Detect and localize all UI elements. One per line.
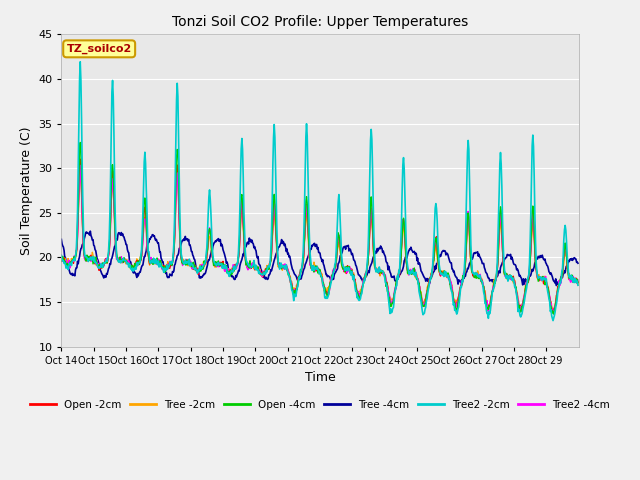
Tree -2cm xyxy=(403,258,410,264)
Tree -4cm xyxy=(373,246,381,252)
Open -4cm xyxy=(403,259,410,265)
Open -2cm xyxy=(574,279,582,285)
Tree -4cm xyxy=(214,237,221,242)
Tree2 -2cm xyxy=(239,173,247,179)
X-axis label: Time: Time xyxy=(305,371,335,384)
Tree2 -4cm xyxy=(76,163,84,168)
Open -4cm xyxy=(373,269,381,275)
Tree -4cm xyxy=(552,283,560,288)
Open -4cm xyxy=(574,280,582,286)
Tree2 -2cm xyxy=(58,252,65,258)
Tree -4cm xyxy=(58,237,65,242)
Tree2 -4cm xyxy=(58,253,65,259)
Tree -2cm xyxy=(259,270,267,276)
Tree2 -4cm xyxy=(373,268,381,274)
Tree -4cm xyxy=(86,228,94,234)
Tree2 -4cm xyxy=(239,218,247,224)
Tree2 -2cm xyxy=(76,59,84,65)
Line: Tree -2cm: Tree -2cm xyxy=(61,167,578,312)
Open -2cm xyxy=(76,156,84,162)
Open -2cm xyxy=(119,256,127,262)
Tree2 -2cm xyxy=(373,267,381,273)
Y-axis label: Soil Temperature (C): Soil Temperature (C) xyxy=(20,126,33,255)
Open -4cm xyxy=(214,263,221,268)
Tree2 -4cm xyxy=(214,264,221,269)
Open -2cm xyxy=(259,274,267,280)
Tree2 -2cm xyxy=(403,240,410,246)
Legend: Open -2cm, Tree -2cm, Open -4cm, Tree -4cm, Tree2 -2cm, Tree2 -4cm: Open -2cm, Tree -2cm, Open -4cm, Tree -4… xyxy=(26,396,614,414)
Tree -2cm xyxy=(549,309,557,315)
Open -2cm xyxy=(239,220,247,226)
Open -4cm xyxy=(58,258,65,264)
Tree -4cm xyxy=(574,260,582,266)
Tree -2cm xyxy=(373,269,381,275)
Title: Tonzi Soil CO2 Profile: Upper Temperatures: Tonzi Soil CO2 Profile: Upper Temperatur… xyxy=(172,15,468,29)
Tree2 -4cm xyxy=(403,256,410,262)
Open -4cm xyxy=(119,256,127,262)
Open -2cm xyxy=(58,254,65,260)
Tree -4cm xyxy=(239,251,247,257)
Tree2 -2cm xyxy=(214,260,221,266)
Tree -4cm xyxy=(259,271,267,277)
Tree2 -2cm xyxy=(259,272,267,277)
Tree -2cm xyxy=(239,225,247,230)
Tree -2cm xyxy=(574,282,582,288)
Tree2 -2cm xyxy=(549,318,557,324)
Open -4cm xyxy=(550,311,557,317)
Tree2 -2cm xyxy=(119,257,127,263)
Tree -2cm xyxy=(58,259,65,264)
Tree -2cm xyxy=(214,260,221,265)
Tree2 -4cm xyxy=(574,277,582,283)
Tree2 -4cm xyxy=(548,309,556,315)
Line: Tree2 -2cm: Tree2 -2cm xyxy=(61,62,578,321)
Tree2 -4cm xyxy=(259,272,267,278)
Tree2 -2cm xyxy=(574,282,582,288)
Line: Tree -4cm: Tree -4cm xyxy=(61,231,578,286)
Tree -2cm xyxy=(76,164,84,170)
Text: TZ_soilco2: TZ_soilco2 xyxy=(67,44,132,54)
Open -2cm xyxy=(548,308,556,314)
Tree -4cm xyxy=(119,231,127,237)
Open -2cm xyxy=(373,267,381,273)
Open -4cm xyxy=(76,140,84,145)
Open -4cm xyxy=(259,272,267,278)
Tree -2cm xyxy=(119,256,127,262)
Open -2cm xyxy=(214,261,221,266)
Line: Open -4cm: Open -4cm xyxy=(61,143,578,314)
Line: Tree2 -4cm: Tree2 -4cm xyxy=(61,166,578,312)
Tree -4cm xyxy=(403,256,410,262)
Open -4cm xyxy=(239,215,247,221)
Open -2cm xyxy=(403,257,410,263)
Tree2 -4cm xyxy=(119,260,127,265)
Line: Open -2cm: Open -2cm xyxy=(61,159,578,311)
